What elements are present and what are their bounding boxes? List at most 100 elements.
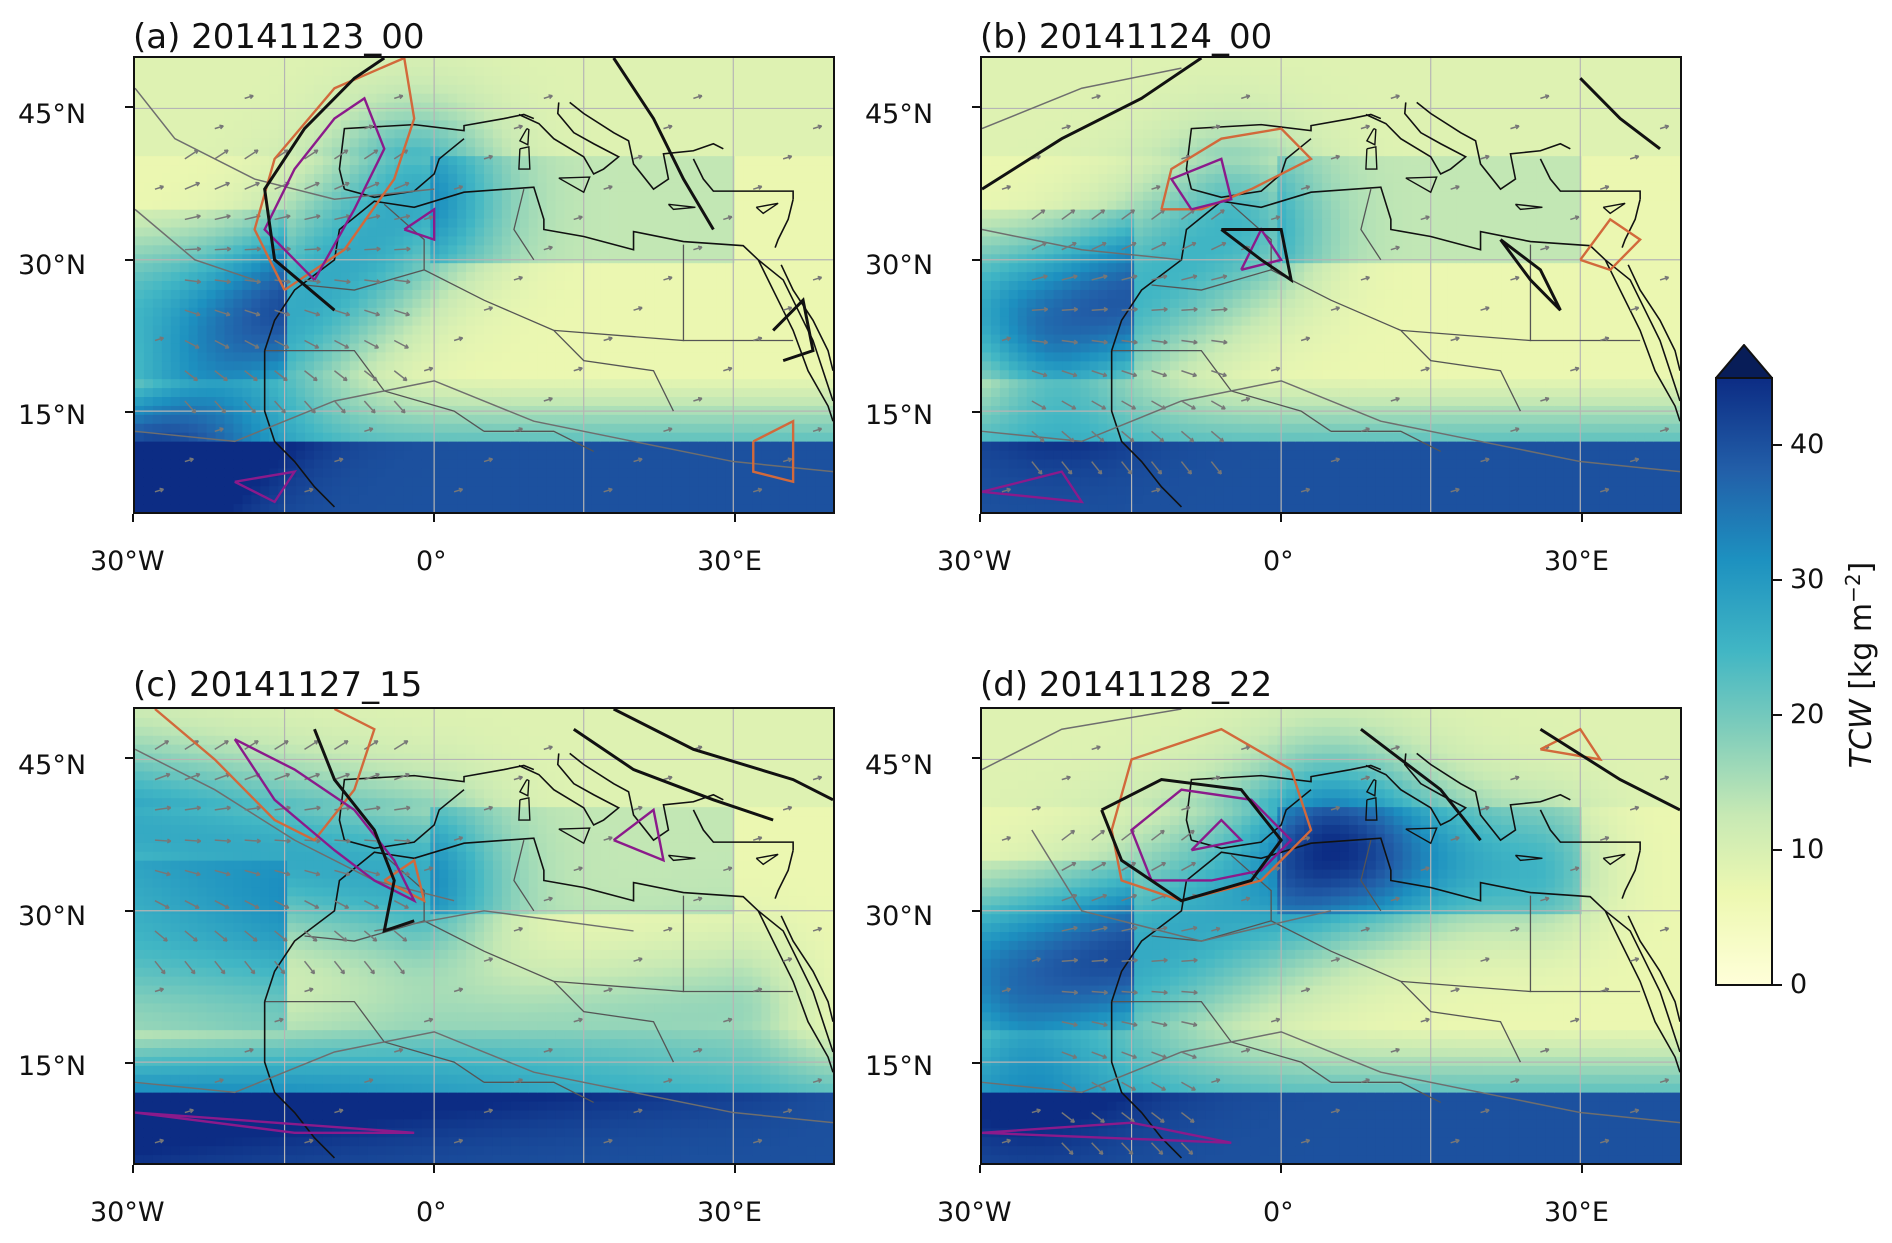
tcw-cell: [143, 173, 154, 184]
tcw-cell: [1098, 236, 1108, 246]
tcw-cell: [779, 209, 789, 220]
tcw-cell: [1053, 120, 1064, 130]
tcw-cell: [260, 459, 270, 469]
tcw-cell: [152, 218, 163, 229]
tcw-cell: [1044, 298, 1055, 309]
tcw-cell: [215, 414, 226, 425]
tcw-cell: [582, 477, 592, 487]
tcw-cell: [385, 307, 396, 318]
tcw-cell: [296, 486, 306, 496]
tcw-cell: [797, 84, 807, 95]
tcw-cell: [421, 281, 431, 291]
tcw-cell: [135, 477, 145, 487]
tcw-cell: [475, 468, 485, 478]
tcw-cell: [999, 352, 1010, 362]
tcw-cell: [1044, 58, 1055, 68]
tcw-cell: [1035, 84, 1046, 95]
tcw-cell: [305, 334, 315, 345]
tcw-cell: [251, 263, 261, 273]
tcw-cell: [824, 102, 833, 113]
tcw-cell: [1026, 495, 1037, 505]
tcw-cell: [519, 486, 530, 496]
tcw-cell: [707, 307, 718, 318]
tcw-cell: [376, 441, 387, 452]
tcw-cell: [707, 254, 718, 264]
tcw-cell: [1008, 459, 1019, 469]
tcw-cell: [394, 147, 405, 157]
tcw-cell: [564, 165, 575, 175]
tcw-cell: [1026, 370, 1037, 380]
tcw-cell: [716, 423, 727, 434]
tcw-cell: [484, 120, 494, 130]
tcw-cell: [206, 459, 217, 469]
tcw-cell: [824, 343, 833, 354]
tcw-cell: [242, 379, 252, 389]
tcw-cell: [645, 432, 655, 443]
tcw-cell: [206, 182, 217, 193]
tcw-cell: [466, 316, 476, 327]
tcw-cell: [1017, 75, 1028, 86]
tcw-cell: [734, 388, 745, 398]
tcw-cell: [707, 486, 718, 496]
tcw-cell: [743, 272, 754, 282]
tcw-cell: [403, 450, 414, 461]
tcw-cell: [322, 156, 333, 166]
tcw-cell: [224, 352, 235, 362]
tcw-cell: [152, 316, 163, 327]
tcw-cell: [707, 397, 718, 407]
tcw-cell: [349, 227, 360, 238]
tcw-cell: [305, 459, 315, 469]
tcw-cell: [349, 120, 360, 130]
tcw-cell: [600, 423, 610, 434]
tcw-cell: [421, 316, 431, 327]
tcw-cell: [725, 459, 736, 469]
tcw-cell: [349, 147, 360, 157]
tcw-cell: [421, 414, 431, 425]
tcw-cell: [662, 263, 673, 273]
wind-vector: [363, 370, 378, 382]
tcw-cell: [707, 200, 718, 211]
tcw-cell: [999, 281, 1010, 291]
tcw-cell: [1008, 343, 1019, 354]
tcw-cell: [412, 361, 422, 371]
tcw-cell: [1098, 120, 1108, 130]
tcw-cell: [466, 245, 476, 255]
tcw-cell: [161, 191, 172, 202]
tcw-cell: [1017, 93, 1028, 104]
tcw-cell: [251, 477, 261, 487]
tcw-cell: [761, 370, 771, 380]
tcw-cell: [1062, 254, 1073, 264]
wind-vector: [184, 149, 199, 160]
tcw-cell: [242, 120, 252, 130]
tcw-cell: [358, 414, 369, 425]
tcw-cell: [269, 173, 279, 184]
tcw-cell: [287, 343, 297, 354]
tcw-cell: [689, 298, 700, 309]
tcw-cell: [698, 245, 709, 255]
tcw-cell: [269, 334, 279, 345]
tcw-cell: [403, 236, 414, 246]
tcw-cell: [385, 468, 396, 478]
tcw-cell: [680, 504, 691, 512]
tcw-cell: [591, 245, 601, 255]
tcw-cell: [609, 388, 619, 398]
tcw-cell: [788, 504, 798, 512]
tcw-cell: [287, 388, 297, 398]
tcw-cell: [1008, 450, 1019, 461]
tcw-cell: [492, 343, 503, 354]
tcw-cell: [188, 379, 199, 389]
tcw-cell: [1071, 450, 1082, 461]
wind-vector-head: [370, 408, 376, 414]
tcw-cell: [519, 423, 530, 434]
tcw-cell: [457, 254, 467, 264]
tcw-cell: [448, 272, 458, 282]
tcw-cell: [457, 191, 467, 202]
wind-vector: [304, 182, 320, 190]
tcw-cell: [197, 468, 208, 478]
tcw-cell: [206, 423, 217, 434]
wind-vector-head: [196, 214, 201, 220]
tcw-cell: [555, 450, 566, 461]
tcw-cell: [725, 397, 736, 407]
tcw-cell: [680, 182, 691, 193]
tcw-cell: [278, 504, 288, 512]
